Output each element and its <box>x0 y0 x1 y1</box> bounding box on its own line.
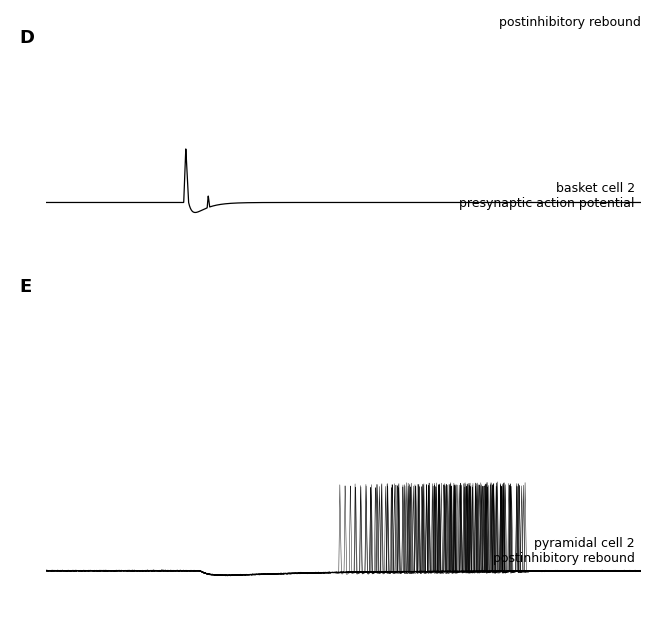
Text: pyramidal cell 2
postinhibitory rebound: pyramidal cell 2 postinhibitory rebound <box>493 537 635 565</box>
Text: D: D <box>19 29 34 47</box>
Text: E: E <box>19 278 31 296</box>
Text: postinhibitory rebound: postinhibitory rebound <box>499 16 641 29</box>
Text: basket cell 2
presynaptic action potential: basket cell 2 presynaptic action potenti… <box>460 181 635 210</box>
